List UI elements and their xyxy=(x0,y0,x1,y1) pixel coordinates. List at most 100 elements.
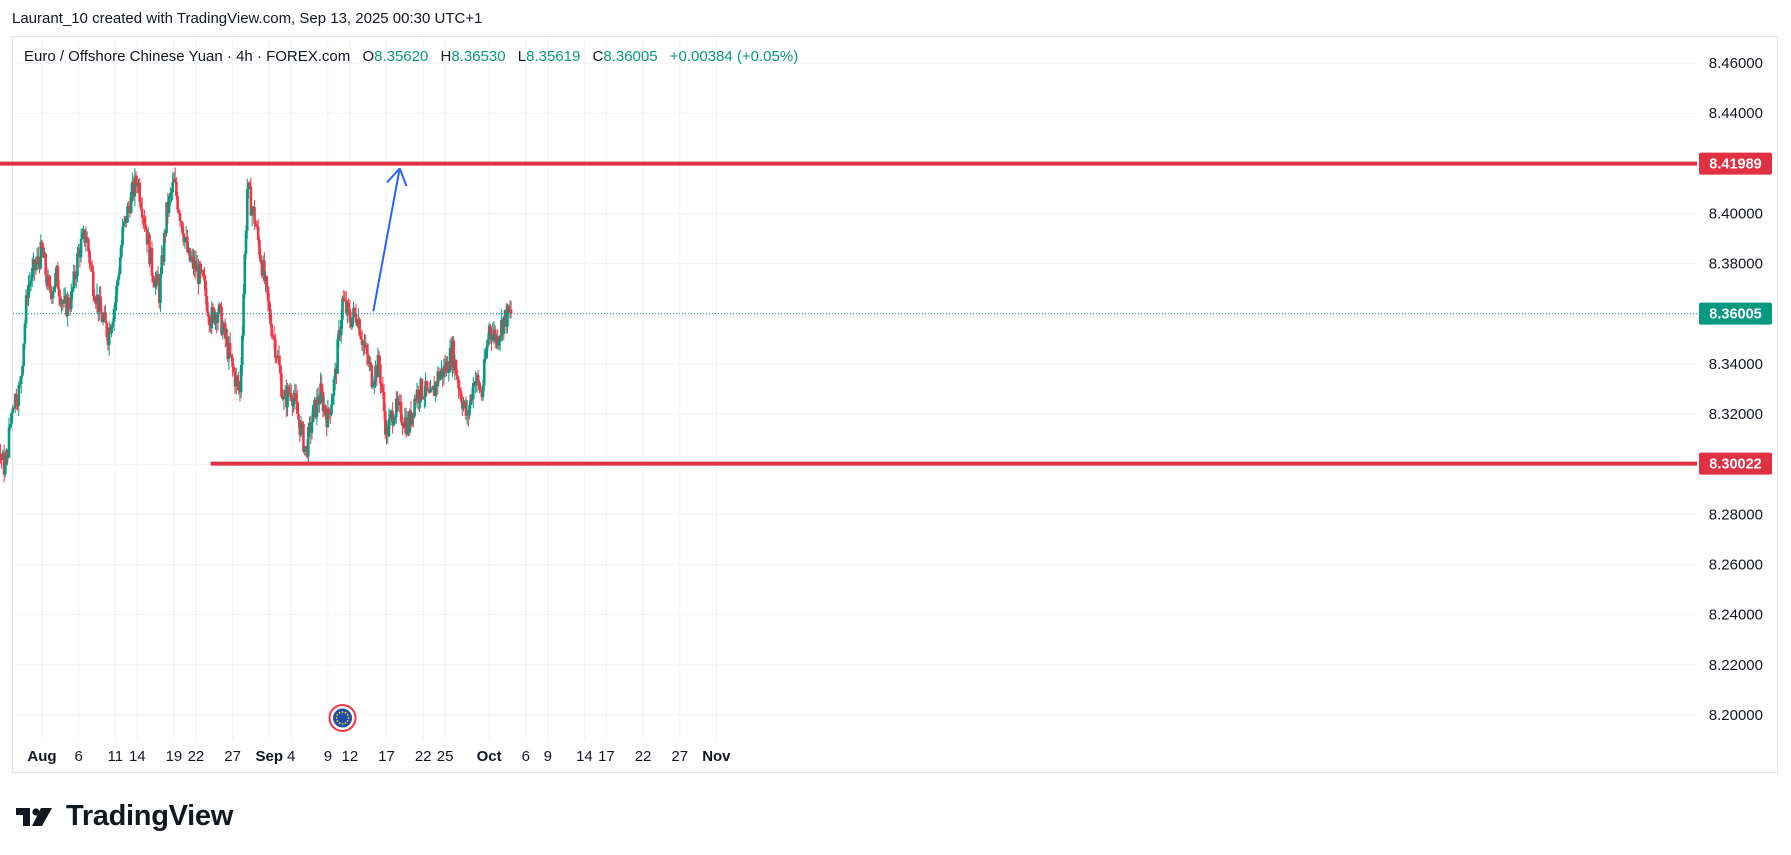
candle-up[interactable] xyxy=(171,182,175,192)
candle-up[interactable] xyxy=(34,264,38,271)
candle-up[interactable] xyxy=(429,389,432,393)
candle-up[interactable] xyxy=(122,222,126,227)
candle-down[interactable] xyxy=(140,208,144,218)
candle-down[interactable] xyxy=(259,255,262,263)
candle-up[interactable] xyxy=(74,276,78,280)
candle-up[interactable] xyxy=(388,413,392,419)
candle-up[interactable] xyxy=(502,316,506,335)
candle-up[interactable] xyxy=(167,196,171,214)
candle-down[interactable] xyxy=(399,402,403,422)
candle-down[interactable] xyxy=(254,223,258,227)
candle-down[interactable] xyxy=(90,265,94,272)
candle-down[interactable] xyxy=(249,186,253,216)
candle-up[interactable] xyxy=(221,326,225,335)
candle-up[interactable] xyxy=(250,209,254,216)
candle-down[interactable] xyxy=(88,251,91,264)
candle-down[interactable] xyxy=(354,313,358,323)
candle-down[interactable] xyxy=(205,296,209,312)
candle-up[interactable] xyxy=(481,385,485,398)
candle-down[interactable] xyxy=(324,405,327,415)
candle-down[interactable] xyxy=(425,380,429,391)
candle-down[interactable] xyxy=(99,296,102,313)
candle-up[interactable] xyxy=(326,408,330,428)
candle-down[interactable] xyxy=(93,296,96,302)
candle-up[interactable] xyxy=(39,241,43,269)
candle-up[interactable] xyxy=(19,375,23,384)
candle-up[interactable] xyxy=(210,307,214,329)
candle-up[interactable] xyxy=(244,230,248,254)
candle-up[interactable] xyxy=(239,364,243,393)
candle-down[interactable] xyxy=(265,276,269,287)
candle-up[interactable] xyxy=(376,355,380,378)
candle-up[interactable] xyxy=(165,202,168,234)
candle-up[interactable] xyxy=(30,268,34,281)
candle-up[interactable] xyxy=(70,291,73,309)
candle-down[interactable] xyxy=(201,270,205,277)
candle-down[interactable] xyxy=(348,309,352,323)
candle-up[interactable] xyxy=(112,308,116,322)
candle-down[interactable] xyxy=(232,366,236,372)
candle-down[interactable] xyxy=(231,357,234,367)
candle-down[interactable] xyxy=(416,389,420,403)
candle-down[interactable] xyxy=(219,304,222,307)
candle-up[interactable] xyxy=(160,255,164,274)
candle-up[interactable] xyxy=(22,343,25,367)
candle-up[interactable] xyxy=(81,233,84,239)
candle-down[interactable] xyxy=(258,239,261,256)
candle-down[interactable] xyxy=(89,263,93,266)
candle-down[interactable] xyxy=(272,336,276,339)
candle-up[interactable] xyxy=(447,371,451,373)
candle-up[interactable] xyxy=(29,280,33,284)
candle-down[interactable] xyxy=(41,246,45,258)
candle-down[interactable] xyxy=(342,298,346,301)
candle-up[interactable] xyxy=(126,206,129,223)
candle-down[interactable] xyxy=(203,276,206,281)
candle-down[interactable] xyxy=(150,247,154,276)
candle-down[interactable] xyxy=(353,308,357,314)
candle-down[interactable] xyxy=(182,233,186,243)
candle-down[interactable] xyxy=(199,264,203,272)
candle-down[interactable] xyxy=(365,345,369,355)
candle-up[interactable] xyxy=(469,394,473,406)
candle-down[interactable] xyxy=(297,413,300,421)
candle-down[interactable] xyxy=(381,387,385,393)
candle-down[interactable] xyxy=(304,445,308,447)
candle-down[interactable] xyxy=(280,373,283,397)
candle-up[interactable] xyxy=(84,237,88,243)
candle-up[interactable] xyxy=(168,193,172,197)
candle-down[interactable] xyxy=(211,307,215,309)
candle-down[interactable] xyxy=(454,360,458,376)
candle-up[interactable] xyxy=(318,403,321,405)
candle-up[interactable] xyxy=(311,405,315,423)
candle-up[interactable] xyxy=(372,382,376,386)
candle-up[interactable] xyxy=(198,264,201,284)
candle-down[interactable] xyxy=(391,411,394,426)
candle-up[interactable] xyxy=(332,379,336,396)
candle-up[interactable] xyxy=(303,445,306,452)
candle-up[interactable] xyxy=(484,357,487,360)
candle-down[interactable] xyxy=(255,226,259,228)
candle-up[interactable] xyxy=(234,376,238,387)
candle-down[interactable] xyxy=(173,178,177,183)
candle-up[interactable] xyxy=(245,189,249,231)
candle-down[interactable] xyxy=(321,392,325,412)
candle-down[interactable] xyxy=(143,218,146,226)
candle-down[interactable] xyxy=(369,362,372,366)
candle-up[interactable] xyxy=(468,405,471,416)
candle-down[interactable] xyxy=(16,405,19,407)
candle-down[interactable] xyxy=(493,329,497,343)
projection-arrow-shaft[interactable] xyxy=(372,168,401,312)
candle-down[interactable] xyxy=(382,392,386,412)
candle-up[interactable] xyxy=(183,238,187,243)
candle-up[interactable] xyxy=(393,416,397,421)
candle-up[interactable] xyxy=(10,413,13,425)
chart-frame[interactable] xyxy=(12,36,1778,773)
candle-down[interactable] xyxy=(370,365,374,388)
candle-down[interactable] xyxy=(507,305,510,312)
candle-up[interactable] xyxy=(341,298,344,320)
candle-down[interactable] xyxy=(178,213,182,222)
candlestick-chart[interactable]: 8.460008.440008.420008.400008.380008.360… xyxy=(0,0,1791,780)
candle-down[interactable] xyxy=(208,316,211,326)
candle-up[interactable] xyxy=(79,238,83,258)
candle-down[interactable] xyxy=(85,237,89,240)
